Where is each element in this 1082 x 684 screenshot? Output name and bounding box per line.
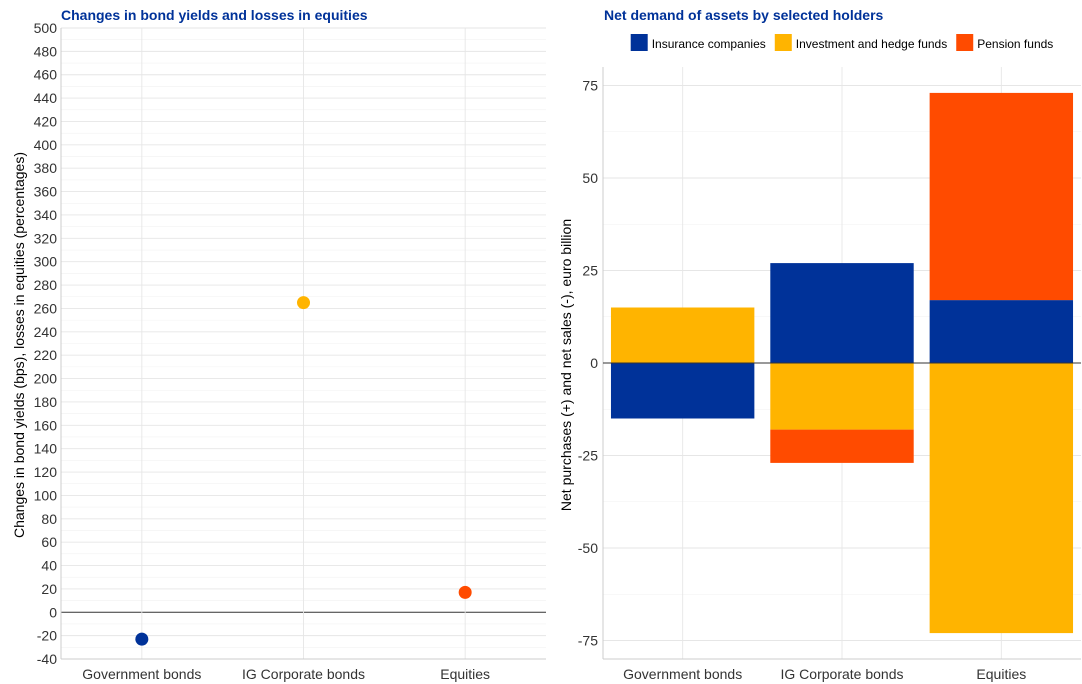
- left-y-tick-label: 40: [41, 558, 57, 574]
- left-y-tick-label: 120: [34, 464, 58, 480]
- left-y-tick-label: 380: [34, 160, 58, 176]
- bar-ig-corporate-bonds-insurance-companies: [770, 263, 914, 363]
- left-y-axis-title: Changes in bond yields (bps), losses in …: [11, 152, 27, 538]
- left-y-tick-label: 100: [34, 487, 58, 503]
- right-y-tick-label: 75: [582, 78, 598, 94]
- left-y-tick-label: 480: [34, 43, 58, 59]
- legend-swatch: [630, 34, 648, 51]
- left-y-tick-label: 280: [34, 277, 58, 293]
- right-y-tick-label: 25: [582, 263, 598, 279]
- left-y-tick-label: 320: [34, 230, 58, 246]
- left-chart-title: Changes in bond yields and losses in equ…: [61, 7, 368, 23]
- left-y-tick-label: 180: [34, 394, 58, 410]
- bar-equities-insurance-companies: [929, 300, 1074, 363]
- right-y-tick-label: -25: [578, 448, 598, 464]
- right-x-tick-label: Government bonds: [623, 666, 742, 682]
- left-data-points: [135, 296, 472, 646]
- left-y-tick-label: 260: [34, 300, 58, 316]
- left-y-tick-label: 500: [34, 20, 58, 36]
- right-y-tick-labels: -75 -50 -25 0 25 50 75: [578, 78, 598, 649]
- right-x-tick-label: Equities: [976, 666, 1026, 682]
- bar-equities-investment-and-hedge-funds: [929, 363, 1074, 634]
- legend-swatch: [956, 34, 974, 51]
- legend-label: Pension funds: [977, 37, 1053, 51]
- right-chart-title: Net demand of assets by selected holders: [604, 7, 884, 23]
- left-y-tick-labels: -40 -20 0 20 40 60 80 100 120 140 160 180 200 220 240 2…: [34, 20, 58, 667]
- data-point-ig-corporate-bonds: [297, 296, 310, 310]
- left-y-tick-label: 340: [34, 207, 58, 223]
- right-y-tick-label: -50: [578, 540, 598, 556]
- data-point-equities: [458, 585, 472, 599]
- bar-government-bonds-investment-and-hedge-funds: [610, 307, 755, 363]
- left-y-tick-label: 60: [41, 534, 57, 550]
- left-y-tick-label: 300: [34, 254, 58, 270]
- right-y-tick-label: 0: [590, 355, 598, 371]
- left-x-tick-label: Government bonds: [82, 666, 201, 682]
- right-y-tick-label: 50: [582, 170, 598, 186]
- left-y-tick-label: 360: [34, 184, 58, 200]
- yield-changes-chart: Changes in bond yields and losses in equ…: [11, 7, 546, 682]
- data-point-government-bonds: [135, 632, 149, 646]
- left-gridlines: [60, 27, 546, 660]
- left-y-tick-label: 460: [34, 67, 58, 83]
- left-y-tick-label: -20: [37, 628, 57, 644]
- right-x-tick-labels: Government bonds IG Corporate bonds Equiti…: [623, 666, 1026, 682]
- legend-label: Insurance companies: [652, 37, 766, 51]
- left-y-tick-label: 420: [34, 113, 58, 129]
- bar-ig-corporate-bonds-pension-funds: [770, 429, 914, 463]
- right-x-tick-label: IG Corporate bonds: [781, 666, 904, 682]
- legend-label: Investment and hedge funds: [796, 37, 947, 51]
- left-y-tick-label: 140: [34, 441, 58, 457]
- bar-ig-corporate-bonds-investment-and-hedge-funds: [770, 363, 914, 430]
- left-y-tick-label: 0: [49, 604, 57, 620]
- legend-swatch: [774, 34, 792, 51]
- net-demand-chart: Net demand of assets by selected holders…: [558, 7, 1081, 682]
- left-y-tick-label: 240: [34, 324, 58, 340]
- right-y-tick-label: -75: [578, 633, 598, 649]
- left-x-tick-label: IG Corporate bonds: [242, 666, 365, 682]
- left-y-tick-label: 440: [34, 90, 58, 106]
- right-y-axis-title: Net purchases (+) and net sales (-), eur…: [558, 219, 574, 511]
- left-x-tick-labels: Government bonds IG Corporate bonds Equiti…: [82, 666, 490, 682]
- right-stacked-bars: [603, 92, 1081, 634]
- left-y-tick-label: 200: [34, 371, 58, 387]
- left-x-tick-label: Equities: [440, 666, 490, 682]
- right-legend: Insurance companies Investment and hedge …: [630, 34, 1053, 51]
- left-y-tick-label: 400: [34, 137, 58, 153]
- left-y-tick-label: 20: [41, 581, 57, 597]
- left-y-tick-label: 80: [41, 511, 57, 527]
- left-y-tick-label: -40: [37, 651, 57, 667]
- left-y-tick-label: 220: [34, 347, 58, 363]
- bar-equities-pension-funds: [929, 92, 1074, 301]
- bar-government-bonds-insurance-companies: [610, 363, 755, 419]
- left-y-tick-label: 160: [34, 417, 58, 433]
